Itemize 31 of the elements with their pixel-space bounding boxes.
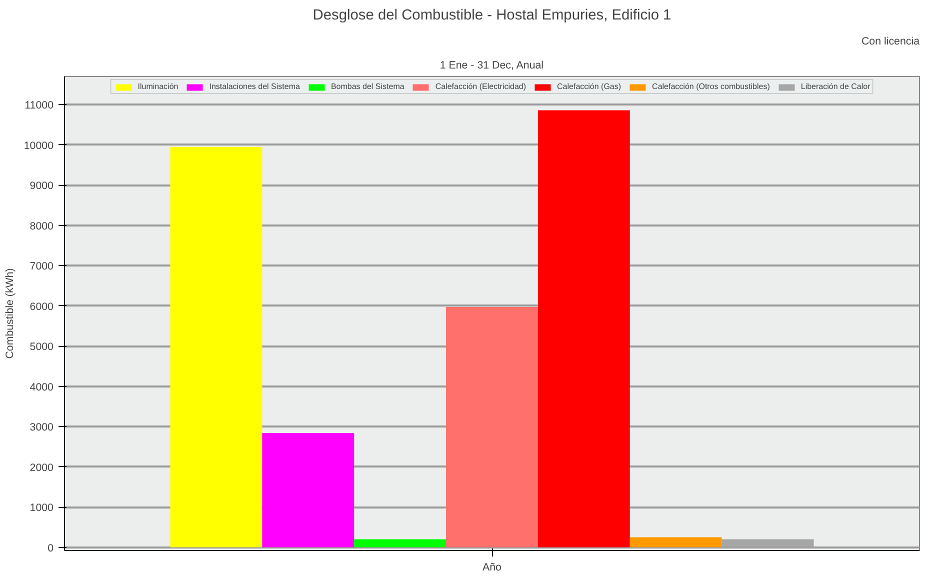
bar	[170, 146, 262, 548]
bar	[446, 307, 538, 548]
legend-label: Calefacción (Gas)	[557, 82, 622, 91]
y-tick-label: 4000	[30, 381, 54, 394]
legend-label: Calefacción (Otros combustibles)	[652, 82, 770, 91]
bar	[354, 539, 446, 548]
bar	[262, 433, 354, 548]
legend-label: Calefacción (Electricidad)	[435, 82, 526, 91]
legend-label: Bombas del Sistema	[330, 82, 404, 91]
y-tick-label: 5000	[30, 341, 54, 354]
bar	[538, 110, 630, 548]
y-tick-label: 1000	[30, 502, 54, 514]
x-tick-label: Año	[482, 562, 502, 574]
y-tick-label: 0	[48, 542, 54, 554]
legend-label: Instalaciones del Sistema	[209, 82, 300, 91]
y-tick-label: 11000	[24, 100, 54, 112]
bar	[722, 539, 814, 548]
y-tick-label: 6000	[30, 300, 54, 313]
y-axis-title: Combustible (kWh)	[4, 268, 16, 359]
y-tick-label: 9000	[30, 180, 54, 192]
legend-label: Liberación de Calor	[800, 82, 870, 91]
chart-subtitle: 1 Ene - 31 Dec, Anual	[440, 60, 544, 72]
bar	[630, 537, 722, 548]
legend-label: Iluminación	[138, 82, 178, 91]
y-tick-label: 3000	[30, 422, 54, 434]
chart-title: Desglose del Combustible - Hostal Empuries, Edificio 1	[312, 8, 672, 24]
y-tick-label: 2000	[30, 462, 54, 474]
text: Con licencia	[861, 36, 920, 48]
y-tick-label: 7000	[30, 260, 54, 273]
y-tick-label: 8000	[30, 220, 54, 232]
y-tick-label: 10000	[24, 140, 54, 152]
